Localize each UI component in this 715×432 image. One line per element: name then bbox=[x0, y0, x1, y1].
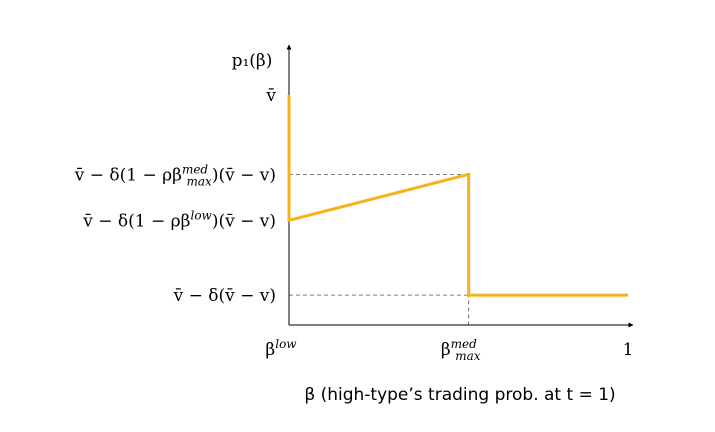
y-tick-label: v̄ − δ(v̄ − v) bbox=[173, 286, 276, 306]
guide-lines bbox=[289, 173, 470, 325]
y-tick-label: v̄ − δ(1 − ρβmed max)(v̄ − v) bbox=[74, 162, 276, 188]
x-tick-labels: βlow βmed max 1 bbox=[265, 337, 633, 363]
y-tick-label: v̄ bbox=[265, 86, 276, 106]
x-tick-label: βlow bbox=[265, 337, 297, 360]
y-tick-labels: v̄ v̄ − δ(1 − ρβmed max)(v̄ − v) v̄ − δ(1 −… bbox=[74, 86, 277, 306]
x-tick-label: βmed max bbox=[441, 337, 481, 363]
x-axis-label: β (high-type’s trading prob. at t = 1) bbox=[304, 385, 615, 405]
y-axis-label: p₁(β) bbox=[232, 51, 273, 71]
x-tick-label: 1 bbox=[623, 340, 634, 360]
series-line bbox=[287, 95, 628, 297]
y-tick-label: v̄ − δ(1 − ρβlow)(v̄ − v) bbox=[82, 208, 276, 231]
series-layer bbox=[287, 95, 628, 297]
